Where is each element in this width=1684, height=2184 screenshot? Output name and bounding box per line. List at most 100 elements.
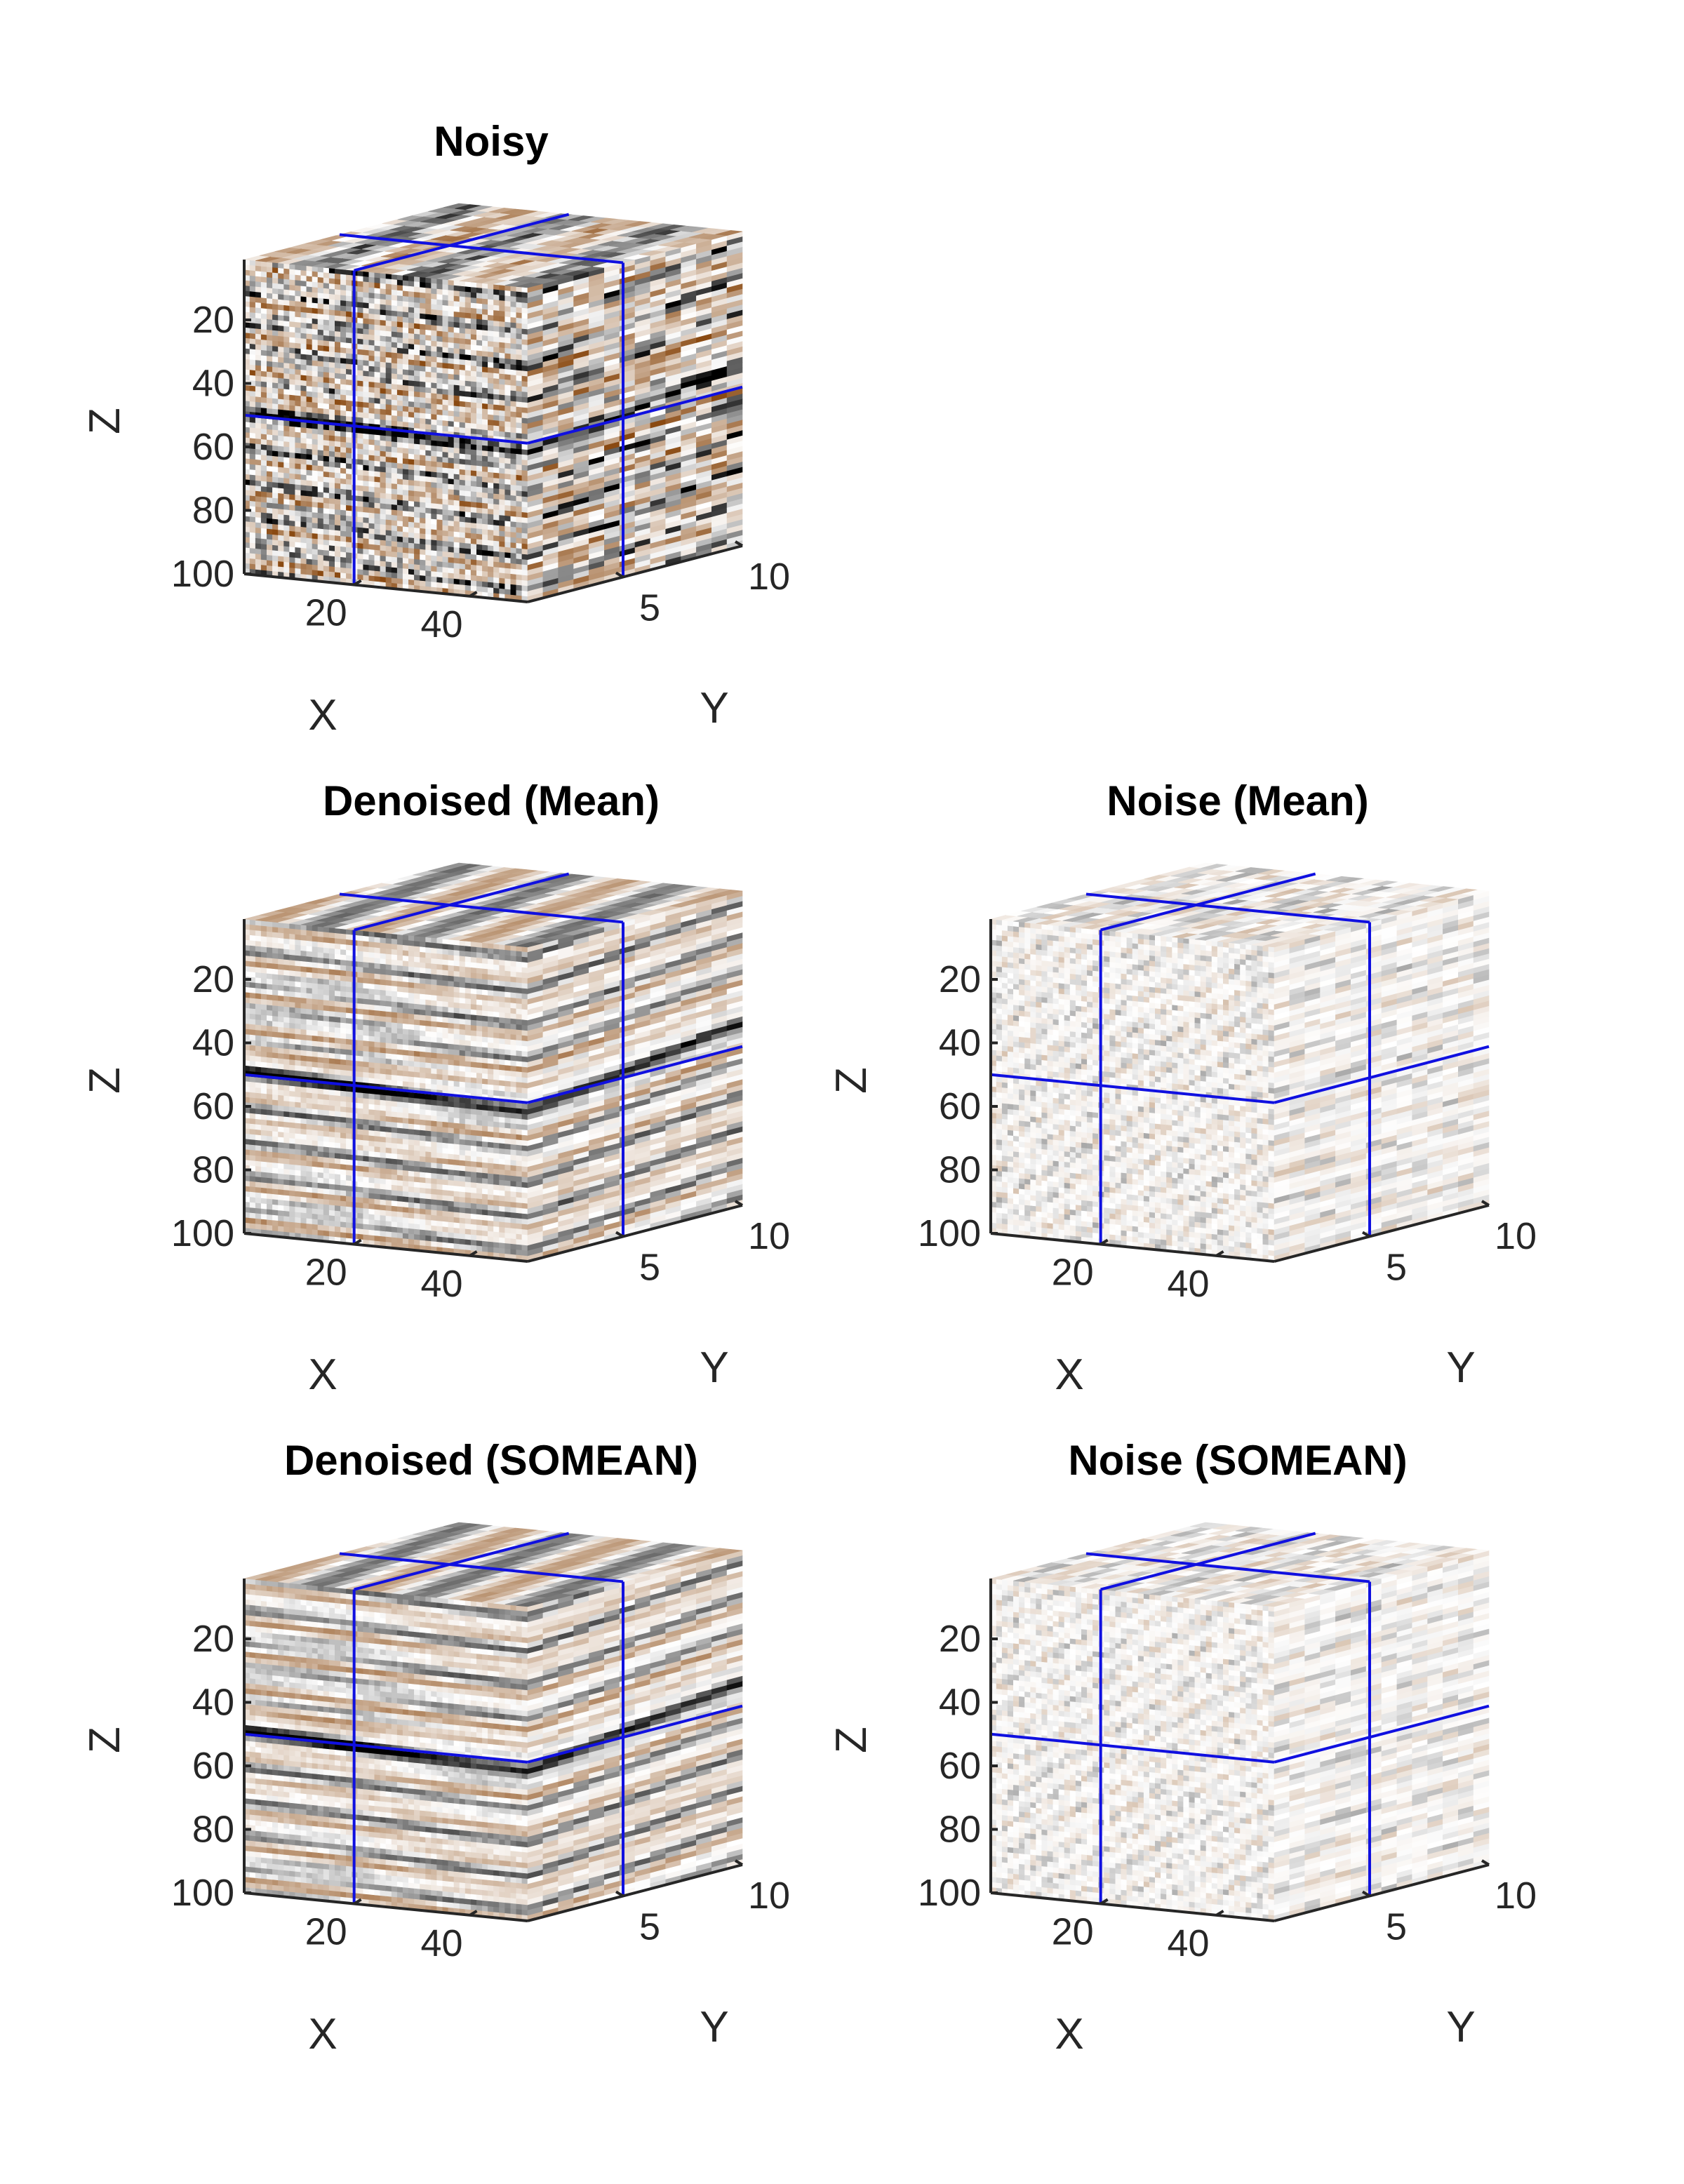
- x-tick-label: 20: [1052, 1911, 1094, 1953]
- y-tick-label: 10: [748, 1215, 790, 1257]
- x-tick: [1100, 1238, 1109, 1246]
- side-face: [527, 1550, 743, 1922]
- x-axis-label: X: [308, 691, 337, 739]
- z-tick-label: 60: [192, 1745, 234, 1787]
- y-slice-line: [339, 892, 624, 924]
- x-axis-label: X: [1055, 1351, 1083, 1399]
- y-tick-label: 10: [1495, 1875, 1537, 1917]
- x-tick: [469, 591, 478, 598]
- x-axis-label: X: [308, 2010, 337, 2058]
- x-axis-label: X: [308, 1351, 337, 1399]
- cube-panel: 20 40 60 80 100 20 40 5 10 X Y Z Noisy: [81, 118, 790, 739]
- z-slice-line: [1274, 1045, 1490, 1104]
- x-axis-line: [243, 572, 528, 603]
- z-tick-label: 40: [939, 1021, 981, 1064]
- z-tick-label: 60: [192, 426, 234, 468]
- z-tick-label: 40: [939, 1681, 981, 1723]
- front-face: [243, 1578, 528, 1922]
- axes: 20 40 60 80 100 20 40 5 10: [918, 919, 1537, 1305]
- side-face: [1274, 1550, 1490, 1922]
- x-tick: [353, 1238, 362, 1246]
- x-slice-line: [354, 1532, 570, 1591]
- top-face: [990, 1522, 1490, 1607]
- y-tick: [734, 1859, 744, 1866]
- y-axis-label: Y: [1446, 1344, 1475, 1392]
- z-tick-label: 100: [918, 1872, 981, 1914]
- z-tick-label: 100: [171, 1212, 234, 1254]
- cube-panel: 20 40 60 80 100 20 40 5 10 X Y Z Denoised (SOMEAN): [81, 1437, 790, 2058]
- z-tick-label: 60: [192, 1085, 234, 1127]
- z-slice-line: [527, 1704, 743, 1764]
- cube-panel: 20 40 60 80 100 20 40 5 10 X Y Z Noise (SOMEAN): [827, 1437, 1537, 2058]
- y-axis-label: Y: [1446, 2003, 1475, 2051]
- y-axis-line: [1274, 1863, 1490, 1922]
- z-tick-label: 100: [171, 1872, 234, 1914]
- x-tick: [1215, 1250, 1224, 1257]
- top-face: [243, 1522, 743, 1607]
- z-tick-label: 20: [192, 1618, 234, 1660]
- z-tick-label: 80: [939, 1808, 981, 1850]
- side-face: [1274, 890, 1490, 1262]
- x-axis-line: [990, 1232, 1275, 1263]
- y-axis-label: Y: [700, 684, 728, 732]
- y-tick: [1361, 1890, 1371, 1898]
- y-tick-label: 10: [748, 1875, 790, 1917]
- z-tick-label: 100: [171, 553, 234, 595]
- y-axis-line: [527, 544, 743, 603]
- y-axis-line: [527, 1863, 743, 1922]
- y-tick: [1481, 1200, 1490, 1207]
- z-slice-line: [527, 385, 743, 445]
- slice-lines: [990, 1532, 1490, 1904]
- z-tick-label: 40: [192, 1681, 234, 1723]
- axes: 20 40 60 80 100 20 40 5 10: [171, 1579, 790, 1964]
- y-tick-label: 10: [748, 556, 790, 598]
- y-tick-label: 5: [1386, 1246, 1407, 1288]
- y-tick-label: 5: [639, 1905, 660, 1948]
- x-slice-line: [1100, 872, 1316, 932]
- y-tick: [1481, 1859, 1490, 1866]
- panels: 20 40 60 80 100 20 40 5 10 X Y Z Noisy 20 40 60 80 100 20 4…: [81, 118, 1537, 2058]
- side-face: [527, 890, 743, 1262]
- z-tick-label: 80: [192, 1808, 234, 1850]
- panel-title: Noise (SOMEAN): [1068, 1437, 1407, 1484]
- z-slice-line: [243, 413, 528, 445]
- y-axis-line: [527, 1204, 743, 1263]
- x-axis-label: X: [1055, 2010, 1083, 2058]
- x-tick-label: 40: [1168, 1263, 1210, 1305]
- z-tick-label: 60: [939, 1085, 981, 1127]
- front-face: [243, 918, 528, 1262]
- axes: 20 40 60 80 100 20 40 5 10: [171, 260, 790, 645]
- z-tick-label: 20: [939, 958, 981, 1000]
- z-tick-label: 40: [192, 1021, 234, 1064]
- z-slice-line: [243, 1073, 528, 1104]
- x-tick: [353, 1898, 362, 1905]
- slice-lines: [243, 213, 743, 585]
- cube-panel: 20 40 60 80 100 20 40 5 10 X Y Z Denoised (Mean): [81, 777, 790, 1399]
- z-tick-label: 60: [939, 1745, 981, 1787]
- x-axis-line: [243, 1891, 528, 1922]
- y-slice-line: [1085, 1552, 1370, 1583]
- slice-lines: [243, 872, 743, 1245]
- z-tick-label: 20: [939, 1618, 981, 1660]
- axes: 20 40 60 80 100 20 40 5 10: [918, 1579, 1537, 1964]
- x-tick-label: 40: [421, 1922, 463, 1964]
- y-slice-line: [339, 1552, 624, 1583]
- x-tick: [1100, 1898, 1109, 1905]
- z-tick-label: 80: [939, 1148, 981, 1191]
- slice-lines: [990, 872, 1490, 1245]
- z-tick-label: 20: [192, 299, 234, 341]
- side-face: [527, 231, 743, 603]
- panel-title: Noisy: [434, 118, 549, 165]
- x-axis-line: [990, 1891, 1275, 1922]
- x-slice-line: [354, 872, 570, 932]
- front-face: [990, 1578, 1275, 1922]
- y-slice-line: [339, 233, 624, 264]
- front-face: [243, 259, 528, 603]
- y-tick: [734, 540, 744, 547]
- y-tick-label: 5: [639, 587, 660, 629]
- z-tick-label: 80: [192, 1148, 234, 1191]
- y-axis-line: [1274, 1204, 1490, 1263]
- top-face: [990, 862, 1490, 948]
- x-tick-label: 40: [421, 603, 463, 645]
